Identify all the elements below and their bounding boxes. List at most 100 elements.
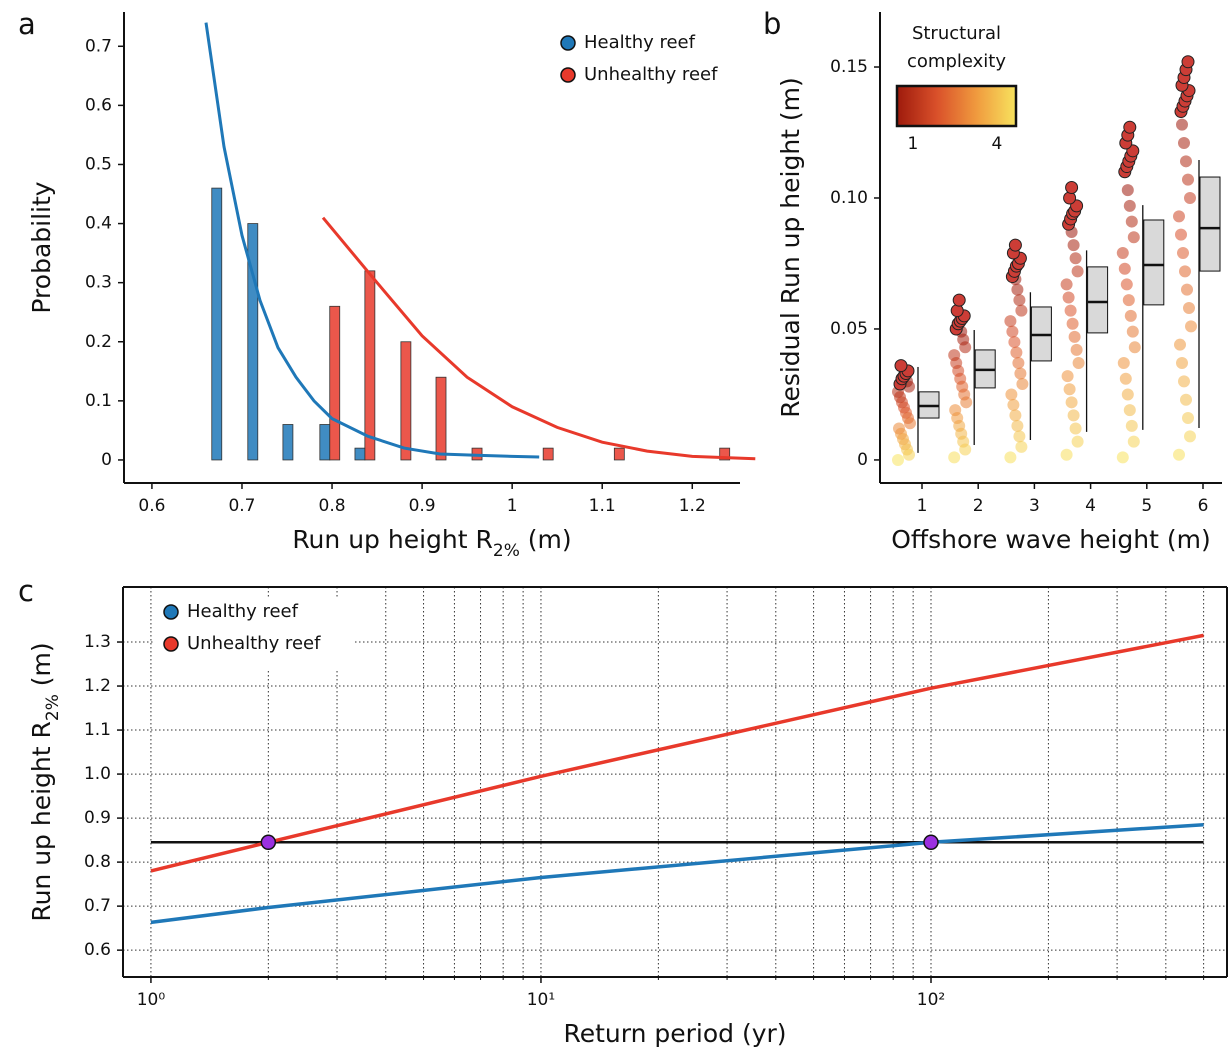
strip-point	[1013, 430, 1026, 443]
highlight-point	[1065, 181, 1079, 195]
box	[1199, 176, 1221, 272]
strip-point	[1123, 404, 1136, 417]
strip-point	[1004, 451, 1017, 464]
strip-point	[1178, 375, 1190, 388]
strip-point	[1069, 422, 1082, 435]
y-tick-label: 0.2	[85, 332, 112, 352]
strip-point	[1060, 278, 1073, 291]
strip-point	[1006, 325, 1019, 338]
panel-letter: c	[18, 574, 34, 608]
strip-point	[1116, 451, 1129, 464]
strip-point	[1182, 173, 1194, 186]
strip-point	[948, 451, 961, 464]
bar	[329, 305, 341, 461]
strip-point	[1116, 247, 1129, 260]
strip-point	[1178, 136, 1190, 149]
fit-curve	[321, 216, 756, 461]
strip-point	[1070, 343, 1083, 356]
strip-point	[1014, 367, 1027, 380]
colorbar-tick-label: 4	[992, 134, 1003, 154]
x-tick-label: 1.1	[589, 496, 616, 516]
bar	[364, 270, 376, 461]
x-tick-label: 3	[1029, 496, 1040, 516]
highlight-point	[950, 304, 964, 318]
strip-point	[1125, 419, 1138, 432]
strip-point	[1121, 388, 1134, 401]
strip-point	[1120, 278, 1133, 291]
strip-point	[1182, 412, 1194, 425]
bar	[319, 424, 331, 461]
strip-point	[1123, 199, 1136, 212]
legend-marker	[560, 35, 576, 51]
strip-point	[1175, 228, 1187, 241]
strip-point	[1176, 118, 1188, 131]
x-tick-label: 2	[973, 496, 984, 516]
crossing-marker	[923, 834, 939, 851]
x-tick-label: 0.6	[138, 496, 165, 516]
strip-point	[1118, 262, 1131, 275]
strip-point	[1126, 325, 1139, 338]
series-line	[150, 822, 1204, 925]
bar	[247, 223, 259, 461]
strip-point	[1066, 317, 1079, 330]
strip-point	[1011, 283, 1024, 296]
y-axis-label: Run up height R2% (m)	[27, 642, 63, 921]
y-tick-label: 0.8	[84, 852, 111, 872]
legend-marker	[163, 636, 179, 652]
panel-letter: b	[763, 7, 781, 41]
colorbar-title: complexity	[907, 51, 1006, 72]
strip-point	[1184, 430, 1196, 443]
x-tick-label: 10⁰	[137, 990, 166, 1010]
strip-point	[1174, 338, 1186, 351]
strip-point	[1004, 315, 1017, 328]
strip-point	[1128, 341, 1141, 354]
strip-point	[1069, 252, 1082, 265]
bar	[613, 447, 625, 461]
x-tick-label: 1	[507, 496, 518, 516]
fit-curve	[204, 22, 540, 459]
strip-point	[1063, 383, 1076, 396]
y-tick-label: 0.7	[84, 896, 111, 916]
legend-label: Unhealthy reef	[187, 633, 321, 654]
x-tick-label: 10¹	[527, 990, 555, 1010]
strip-point	[1185, 320, 1197, 333]
legend-label: Healthy reef	[584, 32, 696, 53]
strip-point	[1062, 291, 1075, 304]
y-tick-label: 0.9	[84, 808, 111, 828]
strip-point	[1119, 372, 1132, 385]
strip-point	[1061, 370, 1074, 383]
x-tick-label: 4	[1085, 496, 1096, 516]
strip-point	[1180, 155, 1192, 168]
highlight-point	[952, 293, 966, 307]
strip-point	[1183, 302, 1195, 315]
y-tick-label: 0.4	[85, 214, 112, 234]
strip-point	[1011, 419, 1024, 432]
strip-point	[948, 349, 961, 362]
y-tick-label: 1.1	[84, 720, 111, 740]
y-tick-label: 0.3	[85, 273, 112, 293]
y-axis-label-part: (m)	[27, 642, 56, 694]
strip-point	[1067, 239, 1080, 252]
x-axis-label-part: 2%	[493, 541, 520, 561]
strip-point	[1067, 409, 1080, 422]
strip-point	[1173, 210, 1185, 223]
strip-point	[1005, 388, 1018, 401]
y-tick-label: 0	[857, 450, 868, 470]
strip-point	[1064, 304, 1077, 317]
x-tick-label: 0.9	[409, 496, 436, 516]
strip-point	[1071, 435, 1084, 448]
y-tick-label: 0	[101, 450, 112, 470]
bar	[542, 447, 554, 461]
strip-point	[1012, 357, 1025, 370]
x-axis-label: Run up height R2% (m)	[292, 525, 571, 561]
y-axis-label: Residual Run up height (m)	[776, 77, 805, 418]
strip-point	[1127, 231, 1140, 244]
y-tick-label: 0.5	[85, 154, 112, 174]
y-axis-label-part: Run up height R	[27, 721, 56, 922]
series-line	[150, 633, 1204, 873]
bar	[719, 447, 731, 461]
x-tick-label: 5	[1141, 496, 1152, 516]
x-tick-label: 6	[1198, 496, 1209, 516]
bar	[282, 424, 294, 461]
x-tick-label: 1.2	[679, 496, 706, 516]
